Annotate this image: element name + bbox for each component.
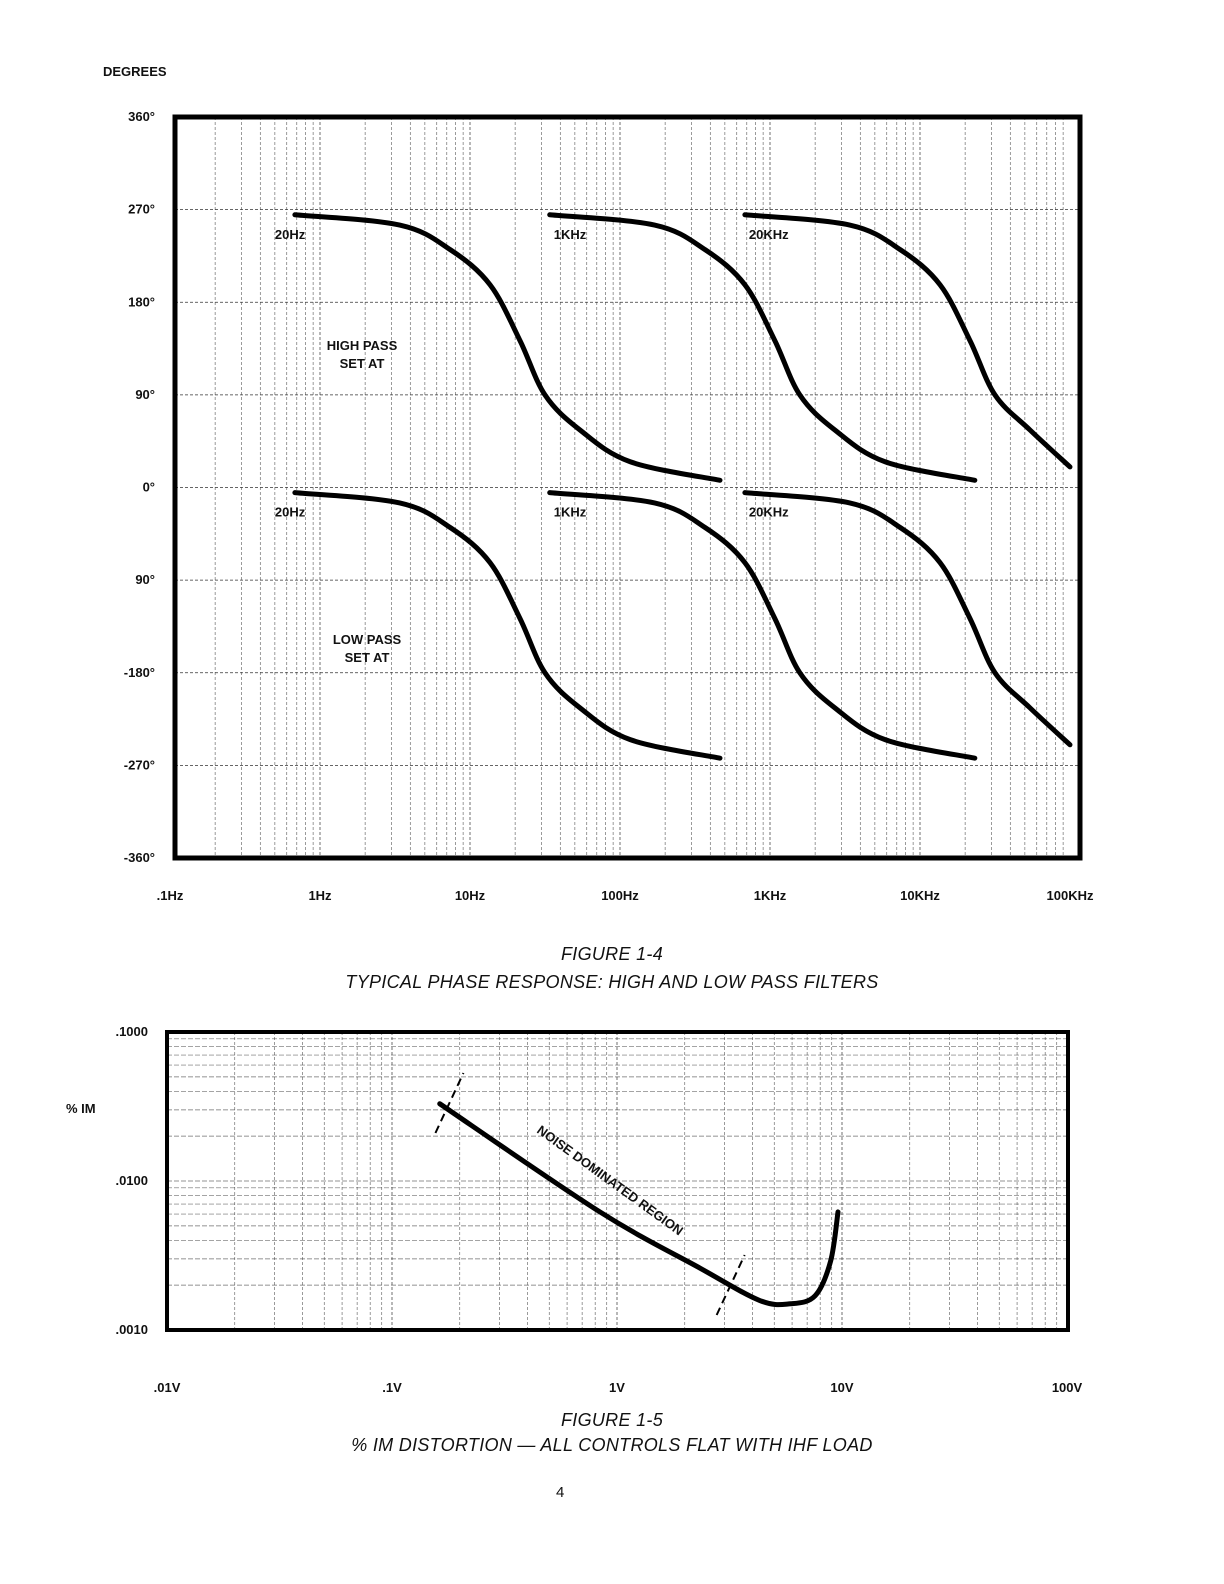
phase-curve-low-pass-20hz (292, 490, 723, 761)
y-axis-label: % IM (66, 1101, 96, 1116)
y-tick-label: -360° (124, 850, 155, 865)
high-pass-label: SET AT (340, 356, 385, 371)
low-pass-label: SET AT (345, 650, 390, 665)
x-tick-label: 100V (1052, 1380, 1083, 1395)
y-tick-label: -180° (124, 665, 155, 680)
y-axis-label: DEGREES (103, 64, 167, 79)
phase-curve-high-pass-20khz (742, 212, 1073, 470)
im-distortion-curve (437, 1101, 841, 1308)
x-tick-label: 10KHz (900, 888, 940, 903)
im-plot-frame (165, 1030, 1070, 1332)
figure-1-4-subtitle: TYPICAL PHASE RESPONSE: HIGH AND LOW PAS… (345, 972, 879, 992)
x-tick-label: 1Hz (308, 888, 332, 903)
phase-curve-low-pass-20khz (742, 490, 1073, 748)
low-pass-label: LOW PASS (333, 632, 402, 647)
phase-curve-high-pass-1khz (547, 212, 978, 483)
x-tick-label: .01V (154, 1380, 181, 1395)
series-label: 20Hz (275, 505, 306, 520)
series-label: 20KHz (749, 505, 789, 520)
x-tick-label: 100Hz (601, 888, 639, 903)
series-label: 1KHz (554, 227, 587, 242)
phase-plot-frame (172, 114, 1083, 861)
y-tick-label: 90° (135, 387, 155, 402)
figure-1-5-title: FIGURE 1-5 (560, 1410, 664, 1430)
noise-region-boundary-marker (715, 1254, 746, 1316)
x-tick-label: 10Hz (455, 888, 486, 903)
y-tick-label: 270° (128, 202, 155, 217)
x-tick-label: 1KHz (754, 888, 787, 903)
page-number: 4 (556, 1484, 565, 1501)
y-tick-label: -270° (124, 757, 155, 772)
figure-1-5-subtitle: % IM DISTORTION — ALL CONTROLS FLAT WITH… (351, 1435, 873, 1455)
y-tick-label: 360° (128, 109, 155, 124)
x-tick-label: .1Hz (157, 888, 184, 903)
y-tick-label: .0100 (115, 1173, 148, 1188)
figure-1-4-title: FIGURE 1-4 (560, 944, 664, 964)
series-label: 20KHz (749, 227, 789, 242)
y-tick-label: 0° (143, 480, 155, 495)
y-tick-label: .0010 (115, 1322, 148, 1337)
series-label: 20Hz (275, 227, 306, 242)
series-label: 1KHz (554, 505, 587, 520)
phase-grid (175, 116, 1080, 859)
phase-curve-high-pass-20hz (292, 212, 723, 483)
phase-curve-low-pass-1khz (547, 490, 978, 761)
y-tick-label: .1000 (115, 1024, 148, 1039)
x-tick-label: 100KHz (1047, 888, 1094, 903)
noise-region-boundary-marker (434, 1072, 465, 1134)
y-tick-label: 90° (135, 572, 155, 587)
x-tick-label: .1V (382, 1380, 402, 1395)
high-pass-label: HIGH PASS (327, 338, 398, 353)
x-tick-label: 1V (609, 1380, 625, 1395)
y-tick-label: 180° (128, 294, 155, 309)
x-tick-label: 10V (830, 1380, 853, 1395)
